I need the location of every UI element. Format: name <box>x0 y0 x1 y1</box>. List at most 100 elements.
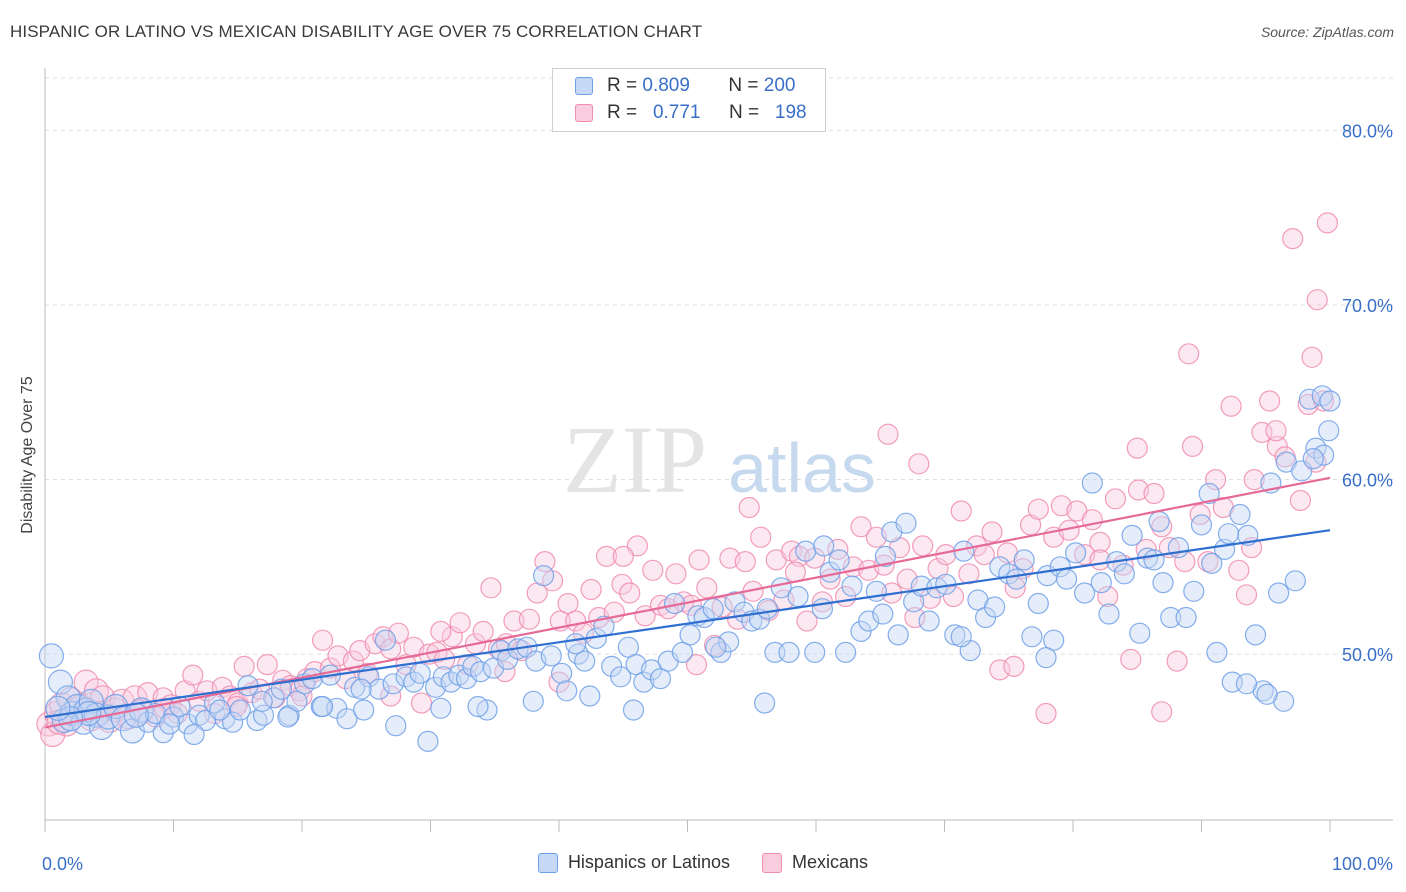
mexicans-point <box>580 578 602 601</box>
correlation-legend: R = 0.809 N = 200 R = 0.771 N = 198 <box>552 68 826 132</box>
hispanics-point <box>834 641 857 664</box>
mexicans-point <box>896 568 918 590</box>
mexicans-point <box>518 608 541 630</box>
hispanics-point <box>1256 683 1278 705</box>
hispanics-point <box>633 671 655 693</box>
hispanics-point <box>887 624 909 646</box>
mexicans-point <box>912 535 934 557</box>
mexicans-point <box>877 423 899 445</box>
hispanics-point <box>159 713 181 735</box>
mexicans-point <box>958 563 980 585</box>
series-swatch-blue <box>537 852 558 873</box>
mexicans-point <box>548 671 570 693</box>
mexicans-point <box>1220 395 1242 417</box>
hispanics-point <box>278 704 300 726</box>
mexicans-point <box>750 526 772 548</box>
mexicans-point <box>480 577 502 599</box>
hispanics-point <box>38 643 65 669</box>
hispanics-point <box>277 706 299 728</box>
mexicans-point <box>611 573 633 595</box>
hispanics-point <box>532 564 555 587</box>
hispanics-point <box>895 512 917 534</box>
hispanics-point <box>1217 523 1240 545</box>
hispanics-point <box>1183 580 1205 602</box>
hispanics-point <box>841 575 863 597</box>
mexicans-point <box>182 664 204 686</box>
hispanics-point <box>610 666 632 688</box>
mexicans-point <box>256 653 278 676</box>
mexicans-point <box>1104 488 1127 510</box>
hispanics-point <box>467 695 489 718</box>
hispanics-point <box>1090 571 1112 594</box>
hispanics-point <box>1229 503 1251 526</box>
hispanics-point <box>1267 582 1290 604</box>
hispanics-point <box>983 596 1006 618</box>
mexicans-point <box>503 610 525 632</box>
hispanics-point <box>556 680 578 702</box>
hispanics-point <box>368 678 390 700</box>
hispanics-point <box>263 687 285 709</box>
mexicans-point <box>1301 346 1323 368</box>
hispanics-point <box>1027 592 1049 615</box>
legend-r-label: R = <box>607 75 638 96</box>
chart-title: HISPANIC OR LATINO VS MEXICAN DISABILITY… <box>10 22 703 41</box>
hispanics-point <box>617 636 640 658</box>
hispanics-point <box>1302 448 1324 470</box>
x-tick-label: 0.0% <box>42 854 83 874</box>
mexicans-point <box>449 612 471 634</box>
y-tick-label: 70.0% <box>1342 296 1393 316</box>
hispanics-point <box>787 585 809 608</box>
hispanics-point <box>162 706 185 728</box>
hispanics-point <box>850 620 872 643</box>
hispanics-point <box>1143 549 1165 571</box>
mexicans-point <box>1135 538 1157 561</box>
legend-n-value: 200 <box>763 75 796 96</box>
mexicans-point <box>981 521 1003 543</box>
hispanics-point <box>1206 641 1228 664</box>
mexicans-point <box>950 500 972 522</box>
hispanics-point <box>649 667 672 690</box>
y-tick-label: 80.0% <box>1342 121 1393 141</box>
hispanics-point <box>395 666 417 688</box>
mexicans-point <box>1316 212 1339 234</box>
hispanics-point <box>312 695 334 718</box>
hispanics-point <box>374 629 397 651</box>
mexicans-point <box>1258 390 1281 412</box>
legend-swatch-blue <box>575 77 593 95</box>
hispanics-point <box>1064 542 1087 564</box>
series-legend: Hispanics or Latinos Mexicans <box>0 852 1406 873</box>
hispanics-point <box>565 633 587 655</box>
mexicans-point <box>1081 509 1103 531</box>
hispanics-point <box>1167 536 1190 559</box>
hispanics-point <box>574 650 596 672</box>
hispanics-point <box>1298 388 1321 410</box>
hispanics-point <box>286 690 308 712</box>
hispanics-point <box>671 641 694 664</box>
mexicans-point <box>734 550 756 573</box>
mexicans-point <box>1097 585 1119 608</box>
hispanics-point <box>1013 549 1035 571</box>
hispanics-point <box>432 666 454 688</box>
hispanics-point <box>1043 629 1065 651</box>
axes <box>44 68 1393 832</box>
mexicans-point <box>642 559 664 581</box>
mexicans-point <box>441 626 463 648</box>
hispanics-point <box>470 660 492 683</box>
mexicans-point <box>233 655 255 678</box>
hispanics-point <box>918 610 940 632</box>
mexicans-point <box>1151 701 1173 723</box>
hispanics-point <box>1190 514 1213 536</box>
hispanics-point <box>622 699 645 721</box>
hispanics-point <box>430 697 452 719</box>
mexicans-point <box>1027 498 1049 520</box>
source-label: Source: ZipAtlas.com <box>1260 24 1394 40</box>
mexicans-point <box>410 692 433 714</box>
hispanics-point <box>1021 626 1043 648</box>
hispanics-point <box>1035 646 1057 669</box>
hispanics-point <box>540 645 562 667</box>
tick-labels: 50.0% 60.0% 70.0% 80.0% 0.0% 100.0% <box>42 121 1393 874</box>
trend-lines <box>44 476 1331 729</box>
hispanics-point <box>209 699 231 721</box>
mexicans-point <box>1282 228 1304 250</box>
hispanics-point <box>1148 510 1170 533</box>
